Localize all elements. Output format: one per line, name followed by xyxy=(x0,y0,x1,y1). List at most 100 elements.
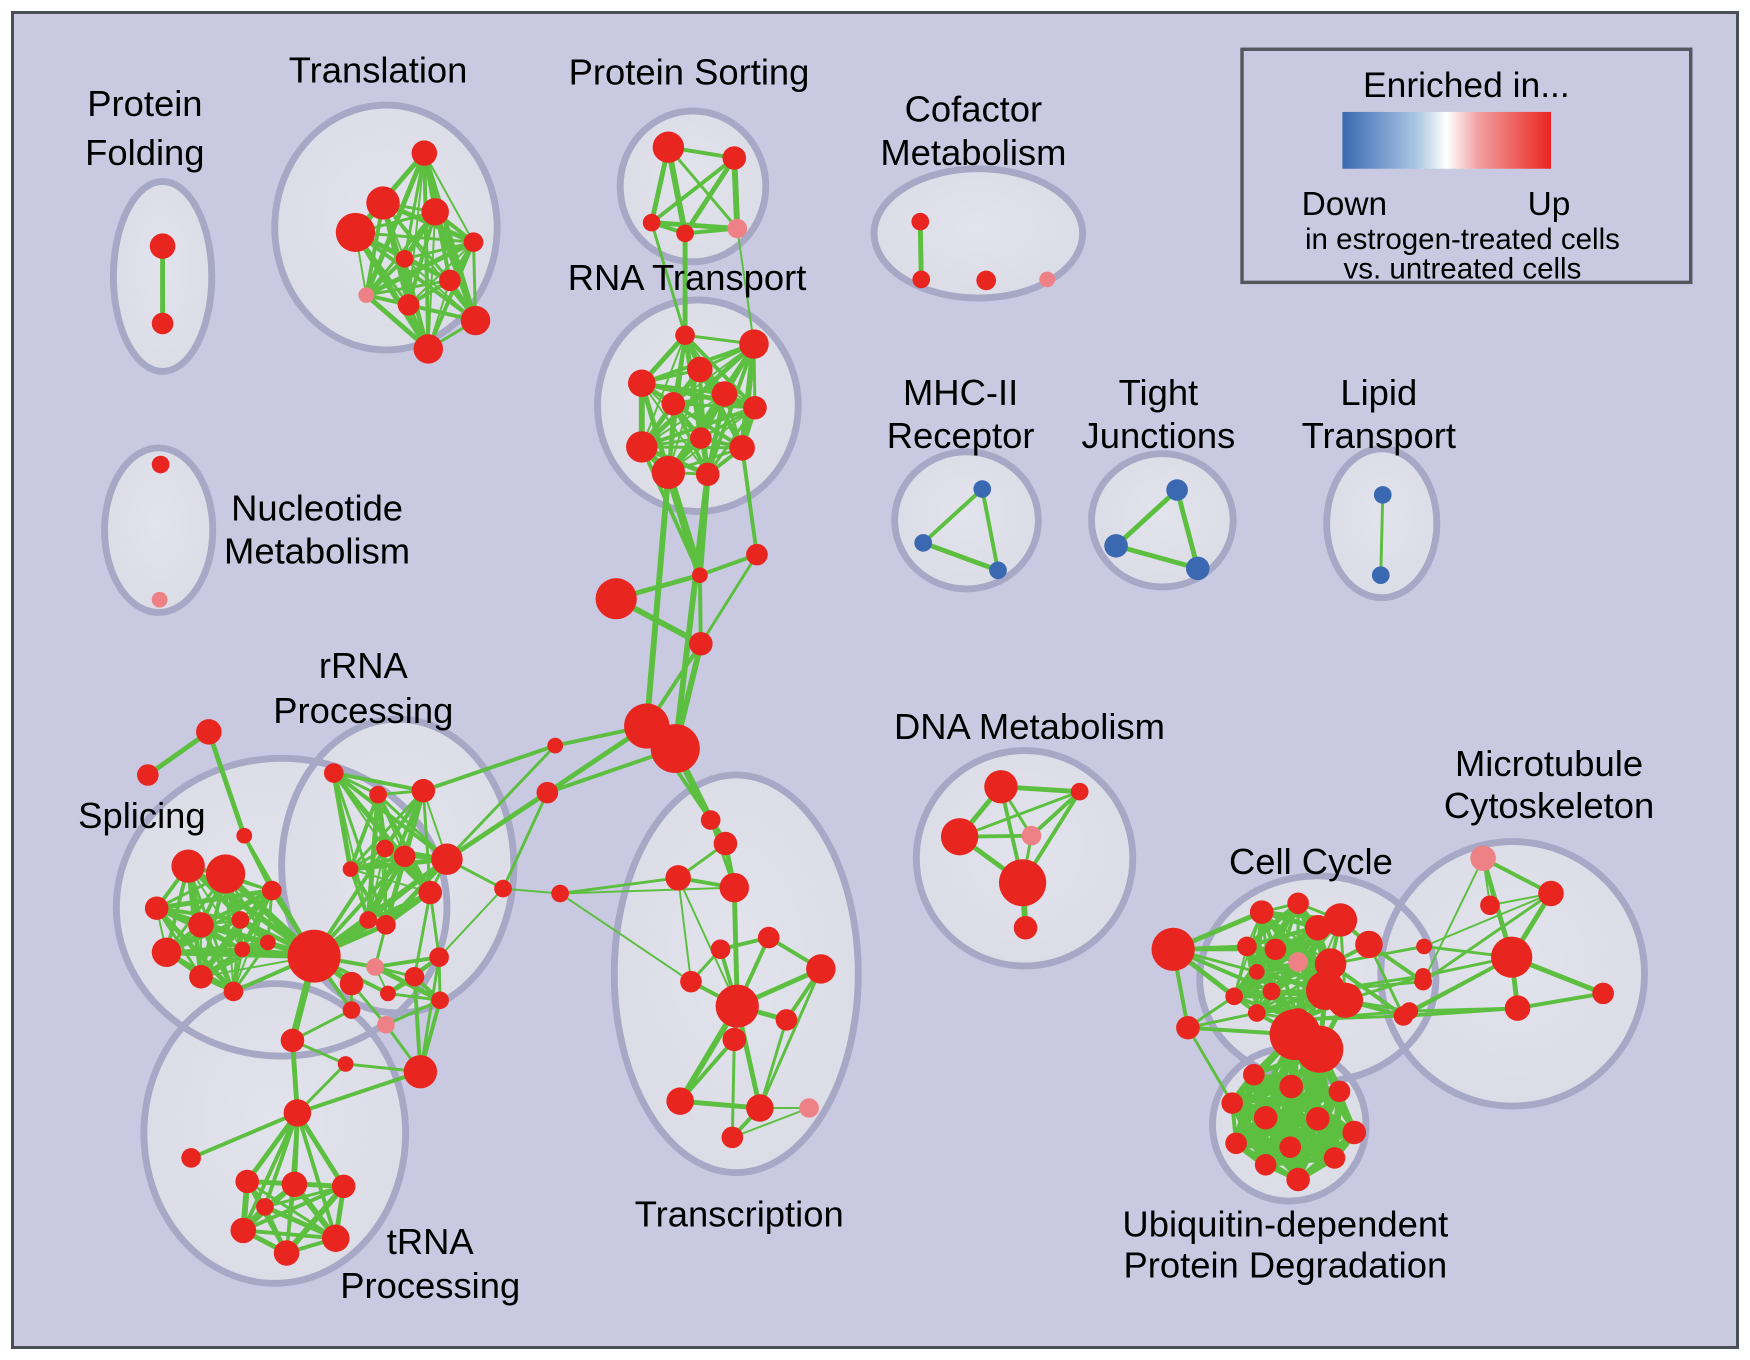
network-node-r3 xyxy=(342,861,359,877)
network-edge xyxy=(731,155,741,232)
network-node-k6 xyxy=(1237,936,1257,957)
network-edge xyxy=(640,445,744,450)
network-edge xyxy=(445,744,557,861)
network-edge xyxy=(348,792,381,871)
network-node-c3 xyxy=(689,632,713,656)
network-node-q8 xyxy=(626,431,658,463)
network-node-v10 xyxy=(413,334,444,364)
network-node-ps2 xyxy=(642,213,661,232)
cluster-bubble-outline-microtubule-cytoskeleton xyxy=(1377,838,1648,1110)
network-node-t7 xyxy=(806,954,836,984)
network-edge xyxy=(349,789,425,871)
cluster-bubble-tight-junctions xyxy=(1091,453,1234,587)
network-edge xyxy=(1186,1026,1234,1105)
network-node-d3 xyxy=(1021,825,1042,846)
network-node-v9 xyxy=(460,305,491,336)
network-edge xyxy=(283,1183,347,1256)
network-node-k1 xyxy=(1176,1015,1200,1040)
network-node-b11 xyxy=(1286,1167,1310,1192)
network-node-r6 xyxy=(431,843,463,875)
network-node-k15 xyxy=(1225,987,1244,1006)
legend-caption-line2: vs. untreated cells xyxy=(1344,253,1582,286)
network-node-ps0 xyxy=(652,131,685,163)
legend-gradient-bar xyxy=(1342,111,1552,169)
cluster-bubble-nucleotide-metabolism xyxy=(104,447,213,613)
network-node-v1 xyxy=(366,186,400,220)
network-node-k16 xyxy=(1247,1004,1266,1022)
network-node-d5 xyxy=(1013,916,1038,940)
network-node-b0 xyxy=(1243,1063,1265,1086)
network-edge xyxy=(262,1110,300,1209)
network-node-k3 xyxy=(1287,892,1309,915)
network-node-k7 xyxy=(1264,938,1287,961)
network-edge xyxy=(231,941,270,993)
network-edge xyxy=(920,540,1001,573)
legend-title: Enriched in... xyxy=(1363,66,1570,105)
network-node-s8 xyxy=(234,941,251,958)
cluster-bubble-outline-trna-processing xyxy=(140,980,410,1287)
network-edge xyxy=(1244,900,1301,949)
cluster-label-mhc-ii-receptor: MHC-II Receptor xyxy=(887,372,1035,456)
network-edge xyxy=(206,729,247,839)
network-node-t5 xyxy=(757,926,780,949)
network-node-t8 xyxy=(715,984,759,1028)
network-node-r10 xyxy=(376,915,396,935)
network-node-l1 xyxy=(1371,566,1390,585)
network-node-d4 xyxy=(998,859,1047,907)
network-node-r0 xyxy=(323,763,344,783)
network-node-b2 xyxy=(1328,1080,1351,1103)
network-node-q11 xyxy=(695,462,720,487)
network-node-b4 xyxy=(1253,1106,1278,1130)
network-edge xyxy=(740,445,759,557)
network-node-u0 xyxy=(283,1099,312,1127)
network-node-s5 xyxy=(261,880,282,901)
cluster-bubble-outline-splicing xyxy=(112,754,451,1060)
network-node-u4 xyxy=(331,1174,356,1199)
network-edge xyxy=(421,743,558,793)
network-node-r19 xyxy=(403,1055,438,1089)
network-node-q0 xyxy=(675,325,695,346)
network-node-r8 xyxy=(494,879,512,898)
network-edge xyxy=(426,240,476,351)
network-edge xyxy=(559,886,736,895)
cluster-label-lipid-transport: Lipid Transport xyxy=(1302,372,1456,456)
network-node-r15 xyxy=(404,966,425,987)
network-node-ps4 xyxy=(727,218,748,239)
network-node-q4 xyxy=(711,381,738,407)
network-node-u3 xyxy=(281,1171,308,1198)
network-edge xyxy=(736,227,755,346)
network-edge xyxy=(403,151,426,261)
legend-caption-line1: in estrogen-treated cells xyxy=(1305,223,1620,256)
network-node-b1 xyxy=(1279,1074,1304,1099)
network-edge xyxy=(1113,487,1180,549)
network-edge xyxy=(1113,543,1201,571)
cluster-bubble-outline-nucleotide-metabolism xyxy=(101,444,217,616)
network-edge xyxy=(244,1110,300,1184)
network-node-o1 xyxy=(137,764,159,786)
network-edge xyxy=(294,1110,347,1189)
network-node-h0 xyxy=(973,480,992,498)
network-node-v0 xyxy=(411,140,438,166)
cluster-bubble-outline-tight-junctions xyxy=(1088,450,1237,591)
network-edge xyxy=(731,1107,811,1139)
cluster-bubble-outline-lipid-transport xyxy=(1323,445,1441,602)
network-edge xyxy=(739,341,757,451)
network-edge xyxy=(367,847,386,921)
network-edge xyxy=(683,333,757,410)
label-layer: Protein Folding Translation Protein Sorting… xyxy=(78,50,1654,1306)
network-node-l0 xyxy=(1373,486,1392,504)
network-node-q2 xyxy=(687,356,713,383)
network-node-q10 xyxy=(651,455,686,490)
network-node-r11 xyxy=(287,929,341,983)
network-node-r18 xyxy=(342,1001,361,1019)
network-edge xyxy=(1263,1155,1337,1168)
cluster-bubble-mhc-ii-receptor xyxy=(894,451,1039,589)
network-edge xyxy=(758,967,823,1110)
network-node-j1 xyxy=(1104,534,1128,558)
network-node-t10 xyxy=(722,1027,747,1052)
network-node-u2 xyxy=(235,1169,260,1194)
network-edge xyxy=(1515,991,1606,1011)
network-edge xyxy=(432,208,479,324)
network-node-t13 xyxy=(799,1098,819,1118)
network-edge xyxy=(189,1110,300,1160)
